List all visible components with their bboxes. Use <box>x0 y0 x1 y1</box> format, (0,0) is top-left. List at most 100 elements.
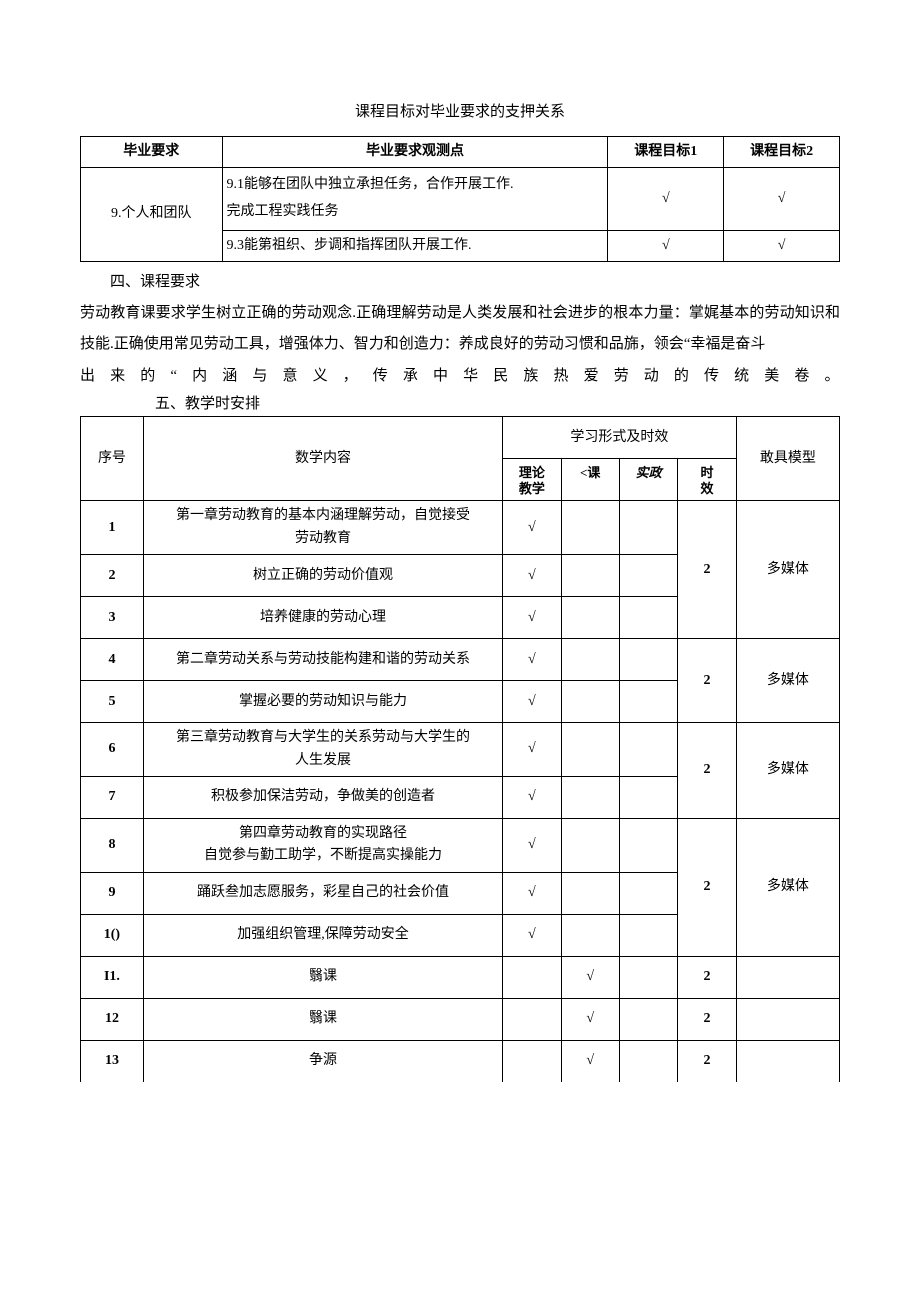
mooc-cell: √ <box>561 956 619 998</box>
practice-cell <box>619 819 677 873</box>
content-cell: 翳课 <box>143 998 502 1040</box>
model-cell <box>736 998 839 1040</box>
model-cell <box>736 1040 839 1082</box>
goal2-cell: √ <box>724 168 840 230</box>
th-goal1: 课程目标1 <box>608 137 724 168</box>
th-obs: 毕业要求观测点 <box>222 137 608 168</box>
th-mooc: <课 <box>561 459 619 501</box>
hours-cell: 2 <box>678 639 736 723</box>
mooc-cell <box>561 819 619 873</box>
section4-heading: 四、课程要求 <box>80 270 840 294</box>
practice-cell <box>619 681 677 723</box>
mooc-cell <box>561 872 619 914</box>
section4-para2: 出来的“内涵与意义，传承中华民族热爱劳动的传统美卷。 <box>80 361 840 393</box>
theory-cell: √ <box>503 777 561 819</box>
content-cell: 第一章劳动教育的基本内涵理解劳动，自觉接受 劳动教育 <box>143 501 502 555</box>
theory-cell <box>503 998 561 1040</box>
mooc-cell <box>561 723 619 777</box>
theory-cell: √ <box>503 914 561 956</box>
section5-heading: 五、教学时安排 <box>80 392 840 416</box>
seq-cell: 3 <box>81 597 144 639</box>
mooc-cell <box>561 681 619 723</box>
theory-cell <box>503 956 561 998</box>
content-cell: 积极参加保洁劳动，争做美的创造者 <box>143 777 502 819</box>
hours-cell: 2 <box>678 819 736 957</box>
hours-cell: 2 <box>678 1040 736 1082</box>
practice-cell <box>619 914 677 956</box>
content-cell: 争源 <box>143 1040 502 1082</box>
content-cell: 翳课 <box>143 956 502 998</box>
seq-cell: 6 <box>81 723 144 777</box>
theory-cell: √ <box>503 819 561 873</box>
model-cell <box>736 956 839 998</box>
th-hours: 时 效 <box>678 459 736 501</box>
content-cell: 培养健康的劳动心理 <box>143 597 502 639</box>
mooc-cell <box>561 914 619 956</box>
theory-cell: √ <box>503 681 561 723</box>
table1-caption: 课程目标对毕业要求的支押关系 <box>80 100 840 124</box>
theory-cell: √ <box>503 555 561 597</box>
support-relation-table: 毕业要求 毕业要求观测点 课程目标1 课程目标2 9.个人和团队 9.1能够在团… <box>80 136 840 262</box>
practice-cell <box>619 501 677 555</box>
practice-cell <box>619 777 677 819</box>
hours-cell: 2 <box>678 501 736 639</box>
obs-cell: 9.1能够在团队中独立承担任务，合作开展工作. 完成工程实践任务 <box>222 168 608 230</box>
practice-cell <box>619 597 677 639</box>
theory-cell: √ <box>503 501 561 555</box>
goal2-cell: √ <box>724 230 840 261</box>
model-cell: 多媒体 <box>736 819 839 957</box>
th-form-group: 学习形式及时效 <box>503 417 737 459</box>
mooc-cell: √ <box>561 1040 619 1082</box>
practice-cell <box>619 723 677 777</box>
practice-cell <box>619 639 677 681</box>
th-theory: 理论 教学 <box>503 459 561 501</box>
theory-cell: √ <box>503 597 561 639</box>
hours-cell: 2 <box>678 956 736 998</box>
practice-cell <box>619 1040 677 1082</box>
seq-cell: 13 <box>81 1040 144 1082</box>
seq-cell: I1. <box>81 956 144 998</box>
model-cell: 多媒体 <box>736 501 839 639</box>
th-goal2: 课程目标2 <box>724 137 840 168</box>
mooc-cell <box>561 555 619 597</box>
seq-cell: 1 <box>81 501 144 555</box>
hours-cell: 2 <box>678 998 736 1040</box>
theory-cell: √ <box>503 872 561 914</box>
theory-cell <box>503 1040 561 1082</box>
th-req: 毕业要求 <box>81 137 223 168</box>
practice-cell <box>619 998 677 1040</box>
content-cell: 第四章劳动教育的实现路径 自觉参与勤工助学，不断提高实操能力 <box>143 819 502 873</box>
seq-cell: 9 <box>81 872 144 914</box>
mooc-cell <box>561 597 619 639</box>
mooc-cell <box>561 501 619 555</box>
seq-cell: 2 <box>81 555 144 597</box>
content-cell: 树立正确的劳动价值观 <box>143 555 502 597</box>
content-cell: 第三章劳动教育与大学生的关系劳动与大学生的 人生发展 <box>143 723 502 777</box>
hours-cell: 2 <box>678 723 736 819</box>
section4-para1: 劳动教育课要求学生树立正确的劳动观念.正确理解劳动是人类发展和社会进步的根本力量… <box>80 298 840 361</box>
goal1-cell: √ <box>608 168 724 230</box>
model-cell: 多媒体 <box>736 723 839 819</box>
req-cell: 9.个人和团队 <box>81 168 223 262</box>
schedule-table: 序号 数学内容 学习形式及时效 敢具模型 理论 教学 <课 实政 时 效 1第一… <box>80 416 840 1082</box>
obs-cell: 9.3能第祖织、步调和指挥团队开展工作. <box>222 230 608 261</box>
mooc-cell: √ <box>561 998 619 1040</box>
goal1-cell: √ <box>608 230 724 261</box>
seq-cell: 1() <box>81 914 144 956</box>
practice-cell <box>619 956 677 998</box>
practice-cell <box>619 555 677 597</box>
mooc-cell <box>561 777 619 819</box>
content-cell: 加强组织管理,保障劳动安全 <box>143 914 502 956</box>
seq-cell: 8 <box>81 819 144 873</box>
content-cell: 掌握必要的劳动知识与能力 <box>143 681 502 723</box>
th-content: 数学内容 <box>143 417 502 501</box>
seq-cell: 5 <box>81 681 144 723</box>
content-cell: 踊跃叁加志愿服务，彩星自己的社会价值 <box>143 872 502 914</box>
practice-cell <box>619 872 677 914</box>
seq-cell: 12 <box>81 998 144 1040</box>
model-cell: 多媒体 <box>736 639 839 723</box>
theory-cell: √ <box>503 723 561 777</box>
seq-cell: 7 <box>81 777 144 819</box>
th-model: 敢具模型 <box>736 417 839 501</box>
th-seq: 序号 <box>81 417 144 501</box>
